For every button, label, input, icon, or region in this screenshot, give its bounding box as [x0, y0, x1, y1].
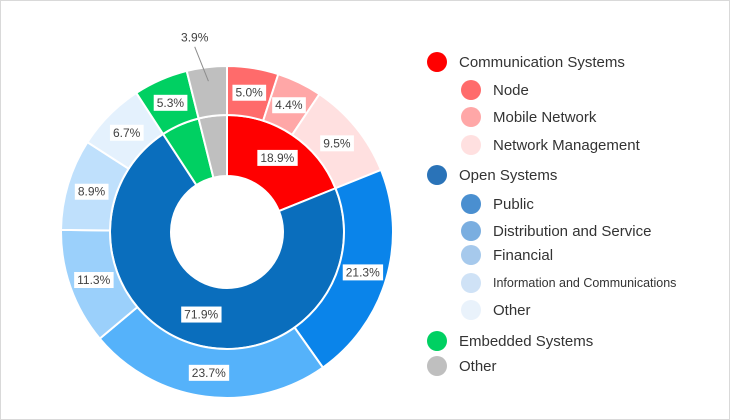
svg-text:11.3%: 11.3%: [77, 273, 110, 287]
svg-text:71.9%: 71.9%: [184, 308, 218, 322]
legend-item-distribution-and-service-sub[interactable]: Distribution and Service: [461, 221, 651, 241]
data-label-communication-systems-mobile-network: 4.4%: [272, 97, 306, 114]
legend-label: Communication Systems: [459, 53, 625, 71]
svg-text:5.0%: 5.0%: [235, 86, 263, 100]
data-label-communication-systems-node: 5.0%: [232, 84, 267, 101]
svg-text:21.3%: 21.3%: [346, 265, 380, 279]
legend-item-information-and-communications-sub[interactable]: Information and Communications: [461, 273, 676, 293]
legend-swatch: [461, 245, 481, 265]
legend-swatch: [461, 135, 481, 155]
legend-label: Financial: [493, 246, 554, 264]
legend-item-node-sub[interactable]: Node: [461, 80, 529, 100]
legend-swatch: [427, 52, 447, 72]
svg-text:18.9%: 18.9%: [260, 151, 294, 165]
data-label-communication-systems-network-management: 9.5%: [320, 135, 354, 152]
legend-label: Other: [459, 357, 497, 375]
legend-item-network-management-sub[interactable]: Network Management: [461, 135, 640, 155]
legend-swatch: [427, 356, 447, 376]
leader-line-other: [194, 46, 209, 82]
legend-item-other[interactable]: Other: [427, 356, 497, 376]
svg-text:3.9%: 3.9%: [181, 30, 209, 44]
data-label-other-other: 3.9%: [178, 29, 212, 46]
outer-ring-slice-other-other[interactable]: [185, 64, 228, 120]
data-label-open-systems-public: 21.3%: [342, 264, 384, 281]
svg-text:8.9%: 8.9%: [78, 185, 106, 199]
legend-label: Information and Communications: [493, 276, 677, 290]
legend-swatch: [427, 165, 447, 185]
data-label-open-systems-other: 6.7%: [109, 124, 144, 141]
data-label-open-systems: 71.9%: [181, 306, 222, 323]
legend-swatch: [461, 107, 481, 127]
legend-label: Distribution and Service: [493, 222, 652, 240]
svg-text:5.3%: 5.3%: [157, 96, 185, 110]
legend-swatch: [461, 221, 481, 241]
data-label-embedded-systems-embedded-systems: 5.3%: [153, 94, 188, 111]
legend-label: Node: [493, 81, 529, 99]
svg-text:6.7%: 6.7%: [113, 126, 141, 140]
legend-label: Open Systems: [459, 166, 558, 184]
legend-swatch: [461, 300, 481, 320]
data-label-communication-systems: 18.9%: [257, 149, 298, 166]
legend-item-open-systems[interactable]: Open Systems: [427, 165, 557, 185]
legend-swatch: [461, 194, 481, 214]
legend-swatch: [461, 273, 481, 293]
legend-swatch: [461, 80, 481, 100]
legend-label: Network Management: [493, 136, 640, 154]
legend-label: Other: [493, 301, 531, 319]
svg-text:9.5%: 9.5%: [323, 136, 351, 150]
legend-item-public-sub[interactable]: Public: [461, 194, 534, 214]
legend-label: Public: [493, 195, 534, 213]
legend-label: Embedded Systems: [459, 332, 594, 350]
legend-item-mobile-network-sub[interactable]: Mobile Network: [461, 107, 596, 127]
data-label-open-systems-financial: 11.3%: [74, 272, 114, 289]
legend-item-communication-systems[interactable]: Communication Systems: [427, 52, 625, 72]
legend-item-other-sub[interactable]: Other: [461, 300, 531, 320]
svg-text:23.7%: 23.7%: [192, 366, 226, 380]
svg-text:4.4%: 4.4%: [275, 98, 303, 112]
data-label-open-systems-distribution-and-service: 23.7%: [188, 364, 230, 381]
data-label-open-systems-information-and-communications: 8.9%: [74, 183, 109, 200]
legend-swatch: [427, 331, 447, 351]
legend-label: Mobile Network: [493, 108, 597, 126]
legend-item-financial-sub[interactable]: Financial: [461, 245, 553, 265]
legend-item-embedded-systems[interactable]: Embedded Systems: [427, 331, 593, 351]
